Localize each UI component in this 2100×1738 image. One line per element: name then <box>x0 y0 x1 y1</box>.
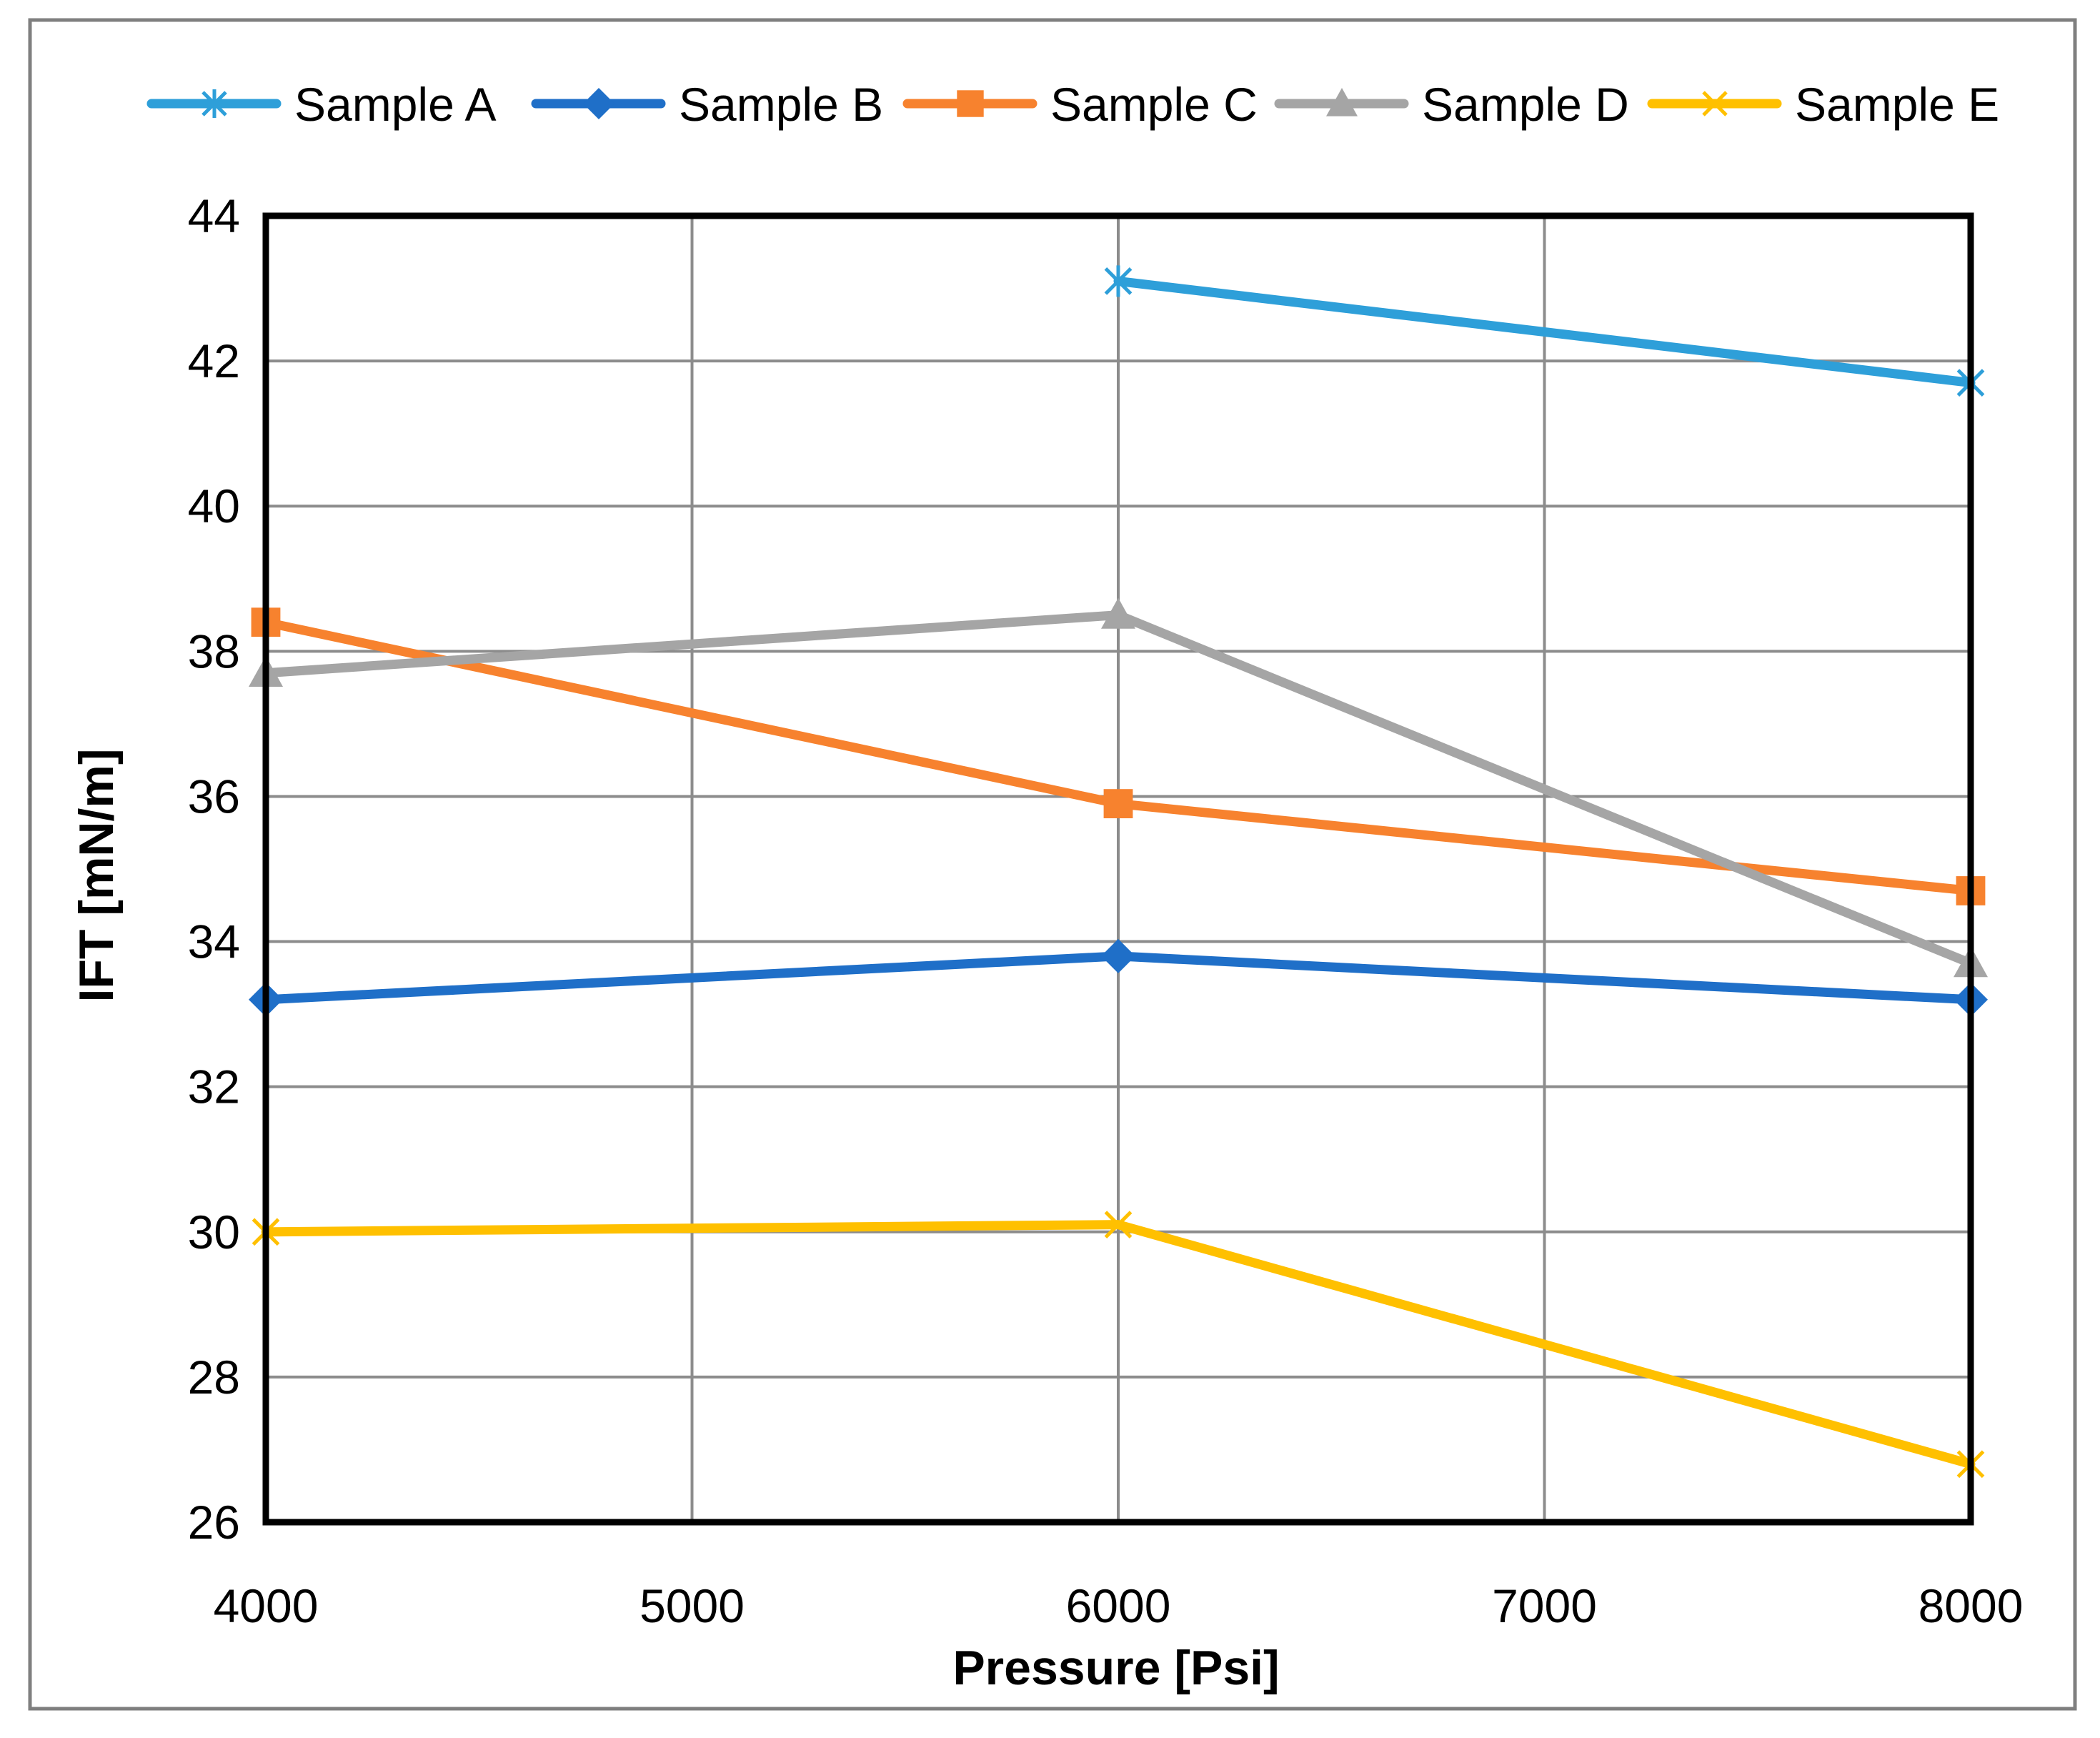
data-point-asterisk[interactable] <box>201 89 227 118</box>
data-point-triangle[interactable] <box>1101 597 1135 629</box>
legend-label: Sample E <box>1795 78 1999 131</box>
legend-label: Sample C <box>1050 78 1258 131</box>
data-point-square[interactable] <box>1103 789 1133 818</box>
outer-frame <box>28 18 2077 1711</box>
x-tick-label: 4000 <box>214 1579 319 1632</box>
legend-item-sample-a[interactable]: Sample A <box>146 78 497 131</box>
series-layer <box>249 265 1988 1479</box>
legend-label: Sample D <box>1422 78 1629 131</box>
data-point-asterisk[interactable] <box>1104 265 1133 297</box>
y-tick-label: 28 <box>188 1351 240 1404</box>
y-tick-label: 36 <box>188 770 240 823</box>
series-line[interactable] <box>1113 276 1976 388</box>
plot-area-border <box>262 212 1974 1526</box>
y-tick-label: 26 <box>188 1496 240 1549</box>
data-point-square[interactable] <box>957 90 984 117</box>
x-tick-label: 5000 <box>640 1579 745 1632</box>
y-tick-label: 40 <box>188 480 240 532</box>
x-tick-label: 8000 <box>1919 1579 2024 1632</box>
data-point-diamond[interactable] <box>1101 938 1135 973</box>
y-tick-label: 42 <box>188 334 240 387</box>
y-axis-title: IFT [mN/m] <box>69 748 124 1002</box>
data-point-x[interactable] <box>1104 1211 1133 1238</box>
tick-label-layer: 26 28 30 32 34 36 38 40 42 44 4000 5000 6000 7000 8000 <box>188 189 2024 1632</box>
legend-label: Sample A <box>294 78 497 131</box>
y-tick-label: 32 <box>188 1061 240 1113</box>
legend-item-sample-d[interactable]: Sample D <box>1274 78 1629 131</box>
legend-item-sample-b[interactable]: Sample B <box>531 78 883 131</box>
y-tick-label: 44 <box>188 189 240 242</box>
data-point-x[interactable] <box>1702 91 1728 116</box>
data-point-diamond[interactable] <box>583 88 614 119</box>
y-tick-label: 34 <box>188 915 240 968</box>
x-tick-label: 7000 <box>1492 1579 1597 1632</box>
legend-label: Sample B <box>679 78 883 131</box>
legend-item-sample-e[interactable]: Sample E <box>1647 78 1999 131</box>
x-axis-title: Pressure [Psi] <box>952 1641 1279 1695</box>
data-point-triangle[interactable] <box>1326 88 1358 116</box>
legend: Sample A Sample B Sample C Sample D Sample E <box>146 78 1999 131</box>
y-tick-label: 30 <box>188 1206 240 1258</box>
legend-item-sample-c[interactable]: Sample C <box>902 78 1258 131</box>
y-tick-label: 38 <box>188 625 240 677</box>
x-tick-label: 6000 <box>1066 1579 1171 1632</box>
